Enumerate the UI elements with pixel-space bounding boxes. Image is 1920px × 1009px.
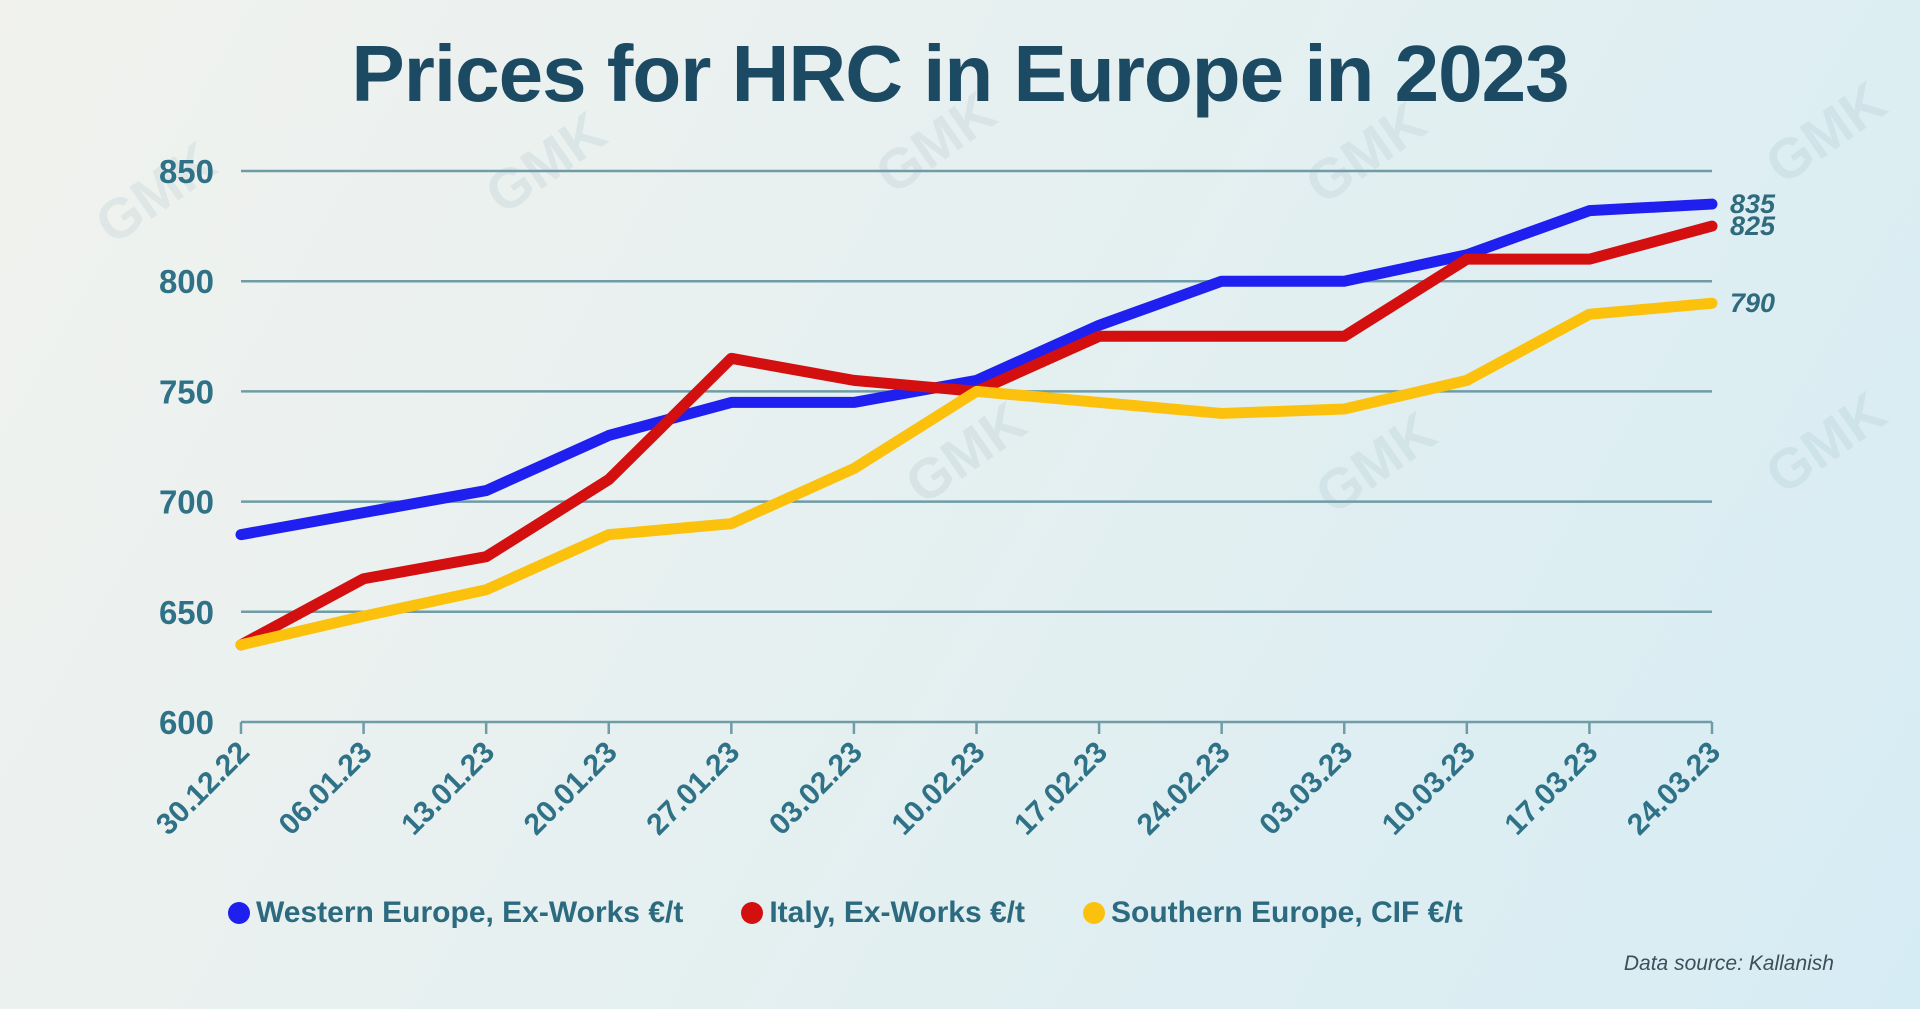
data-point	[1465, 379, 1468, 382]
data-point	[730, 357, 733, 360]
x-tick-label: 30.12.22	[150, 736, 256, 842]
data-point	[1343, 408, 1346, 411]
data-point	[1343, 280, 1346, 283]
y-tick-label: 650	[159, 594, 214, 631]
data-point	[485, 555, 488, 558]
legend-dot-icon	[741, 902, 764, 924]
data-point	[607, 478, 610, 481]
x-tick-label: 13.01.23	[395, 736, 501, 842]
y-tick-label: 800	[159, 263, 214, 300]
data-point	[240, 643, 242, 646]
data-point	[607, 533, 610, 536]
data-point	[1588, 209, 1591, 212]
legend-item: Western Europe, Ex-Works €/t	[228, 896, 683, 930]
legend-dot-icon	[228, 902, 250, 924]
y-tick-label: 850	[159, 153, 214, 190]
y-tick-label: 700	[159, 484, 214, 521]
x-tick-label: 03.02.23	[763, 736, 869, 842]
x-tick-label: 10.03.23	[1376, 736, 1482, 842]
data-point	[852, 401, 855, 404]
legend-label: Italy, Ex-Works €/t	[769, 896, 1025, 929]
data-point	[1588, 258, 1591, 261]
x-tick-label: 17.02.23	[1008, 736, 1114, 842]
data-point	[240, 533, 242, 536]
end-value-label: 825	[1730, 211, 1776, 241]
legend-label: Southern Europe, CIF €/t	[1111, 896, 1463, 929]
data-point	[1711, 203, 1713, 206]
data-point	[1220, 412, 1223, 415]
legend-dot-icon	[1083, 902, 1105, 924]
data-point	[362, 615, 365, 618]
end-value-label: 835	[1730, 189, 1776, 219]
data-point	[852, 467, 855, 470]
x-tick-label: 06.01.23	[273, 736, 379, 842]
x-tick-label: 24.02.23	[1131, 736, 1237, 842]
data-point	[1343, 335, 1346, 338]
data-point	[485, 489, 488, 492]
data-point	[852, 379, 855, 382]
series-line-2	[235, 297, 1718, 651]
chart-title: Prices for HRC in Europe in 2023	[351, 29, 1569, 118]
legend-label: Western Europe, Ex-Works €/t	[256, 896, 684, 929]
y-tick-label: 600	[159, 704, 214, 741]
data-point	[1711, 302, 1713, 305]
x-tick-label: 24.03.23	[1621, 736, 1727, 842]
end-value-label: 790	[1730, 288, 1775, 318]
data-point	[485, 588, 488, 591]
legend: Western Europe, Ex-Works €/t Italy, Ex-Wo…	[228, 896, 1463, 930]
legend-item: Southern Europe, CIF €/t	[1083, 896, 1463, 930]
data-point	[975, 379, 978, 382]
legend-item: Italy, Ex-Works €/t	[741, 896, 1025, 930]
data-point	[730, 522, 733, 525]
data-point	[1098, 401, 1101, 404]
data-point	[362, 577, 365, 580]
data-point	[1465, 258, 1468, 261]
data-point	[1711, 225, 1713, 228]
data-point	[607, 434, 610, 437]
data-point	[975, 390, 978, 393]
data-source: Data source: Kallanish	[1623, 952, 1834, 975]
y-tick-label: 750	[159, 373, 214, 410]
data-point	[1098, 324, 1101, 327]
data-point	[1588, 313, 1591, 316]
data-point	[1220, 280, 1223, 283]
data-point	[730, 401, 733, 404]
x-tick-label: 20.01.23	[518, 736, 624, 842]
data-point	[362, 511, 365, 514]
x-tick-label: 17.03.23	[1498, 736, 1604, 842]
x-tick-label: 03.03.23	[1253, 736, 1359, 842]
x-tick-label: 27.01.23	[640, 736, 746, 842]
series-line-1	[235, 220, 1718, 651]
data-point	[1220, 335, 1223, 338]
data-point	[1098, 335, 1101, 338]
x-tick-label: 10.02.23	[886, 736, 992, 842]
